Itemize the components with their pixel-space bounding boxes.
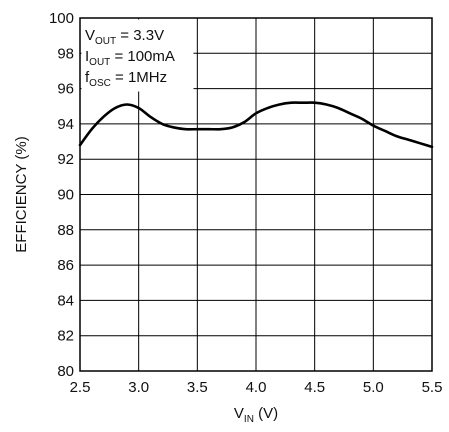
y-tick-label: 90 bbox=[57, 187, 74, 204]
efficiency-series-line-0 bbox=[78, 101, 434, 149]
conditions-box-bg bbox=[81, 19, 194, 92]
x-tick-label: 3.0 bbox=[128, 379, 149, 396]
x-tick-labels: 2.5 3.0 3.5 4.0 4.5 5.0 5.5 bbox=[70, 379, 443, 396]
x-tick-label: 2.5 bbox=[70, 379, 91, 396]
y-tick-label: 96 bbox=[57, 81, 74, 98]
series-layer bbox=[78, 101, 434, 149]
y-tick-label: 88 bbox=[57, 222, 74, 239]
y-tick-label: 92 bbox=[57, 151, 74, 168]
plot-frame bbox=[79, 17, 433, 372]
condition-line: VOUT = 3.3V bbox=[85, 27, 164, 47]
condition-line: IOUT = 100mA bbox=[85, 48, 175, 68]
x-axis-title: VIN (V) bbox=[234, 405, 278, 425]
y-tick-labels: 80 82 84 86 88 90 92 94 96 98 100 bbox=[49, 10, 74, 380]
y-tick-label: 100 bbox=[49, 10, 74, 27]
x-axis-title-suffix: (V) bbox=[254, 405, 278, 422]
x-tick-label: 5.0 bbox=[363, 379, 384, 396]
condition-line: fOSC = 1MHz bbox=[85, 69, 167, 89]
y-tick-label: 82 bbox=[57, 328, 74, 345]
x-tick-label: 4.5 bbox=[304, 379, 325, 396]
x-axis-title-sub: IN bbox=[244, 414, 254, 425]
x-tick-label: 4.0 bbox=[246, 379, 267, 396]
y-tick-label: 98 bbox=[57, 45, 74, 62]
y-tick-label: 80 bbox=[57, 363, 74, 380]
y-tick-label: 86 bbox=[57, 257, 74, 274]
x-axis-title-main: V bbox=[234, 405, 244, 422]
y-axis-title: EFFICIENCY (%) bbox=[13, 136, 30, 252]
x-tick-label: 3.5 bbox=[187, 379, 208, 396]
x-tick-label: 5.5 bbox=[422, 379, 443, 396]
y-tick-label: 84 bbox=[57, 292, 74, 309]
y-tick-label: 94 bbox=[57, 116, 74, 133]
